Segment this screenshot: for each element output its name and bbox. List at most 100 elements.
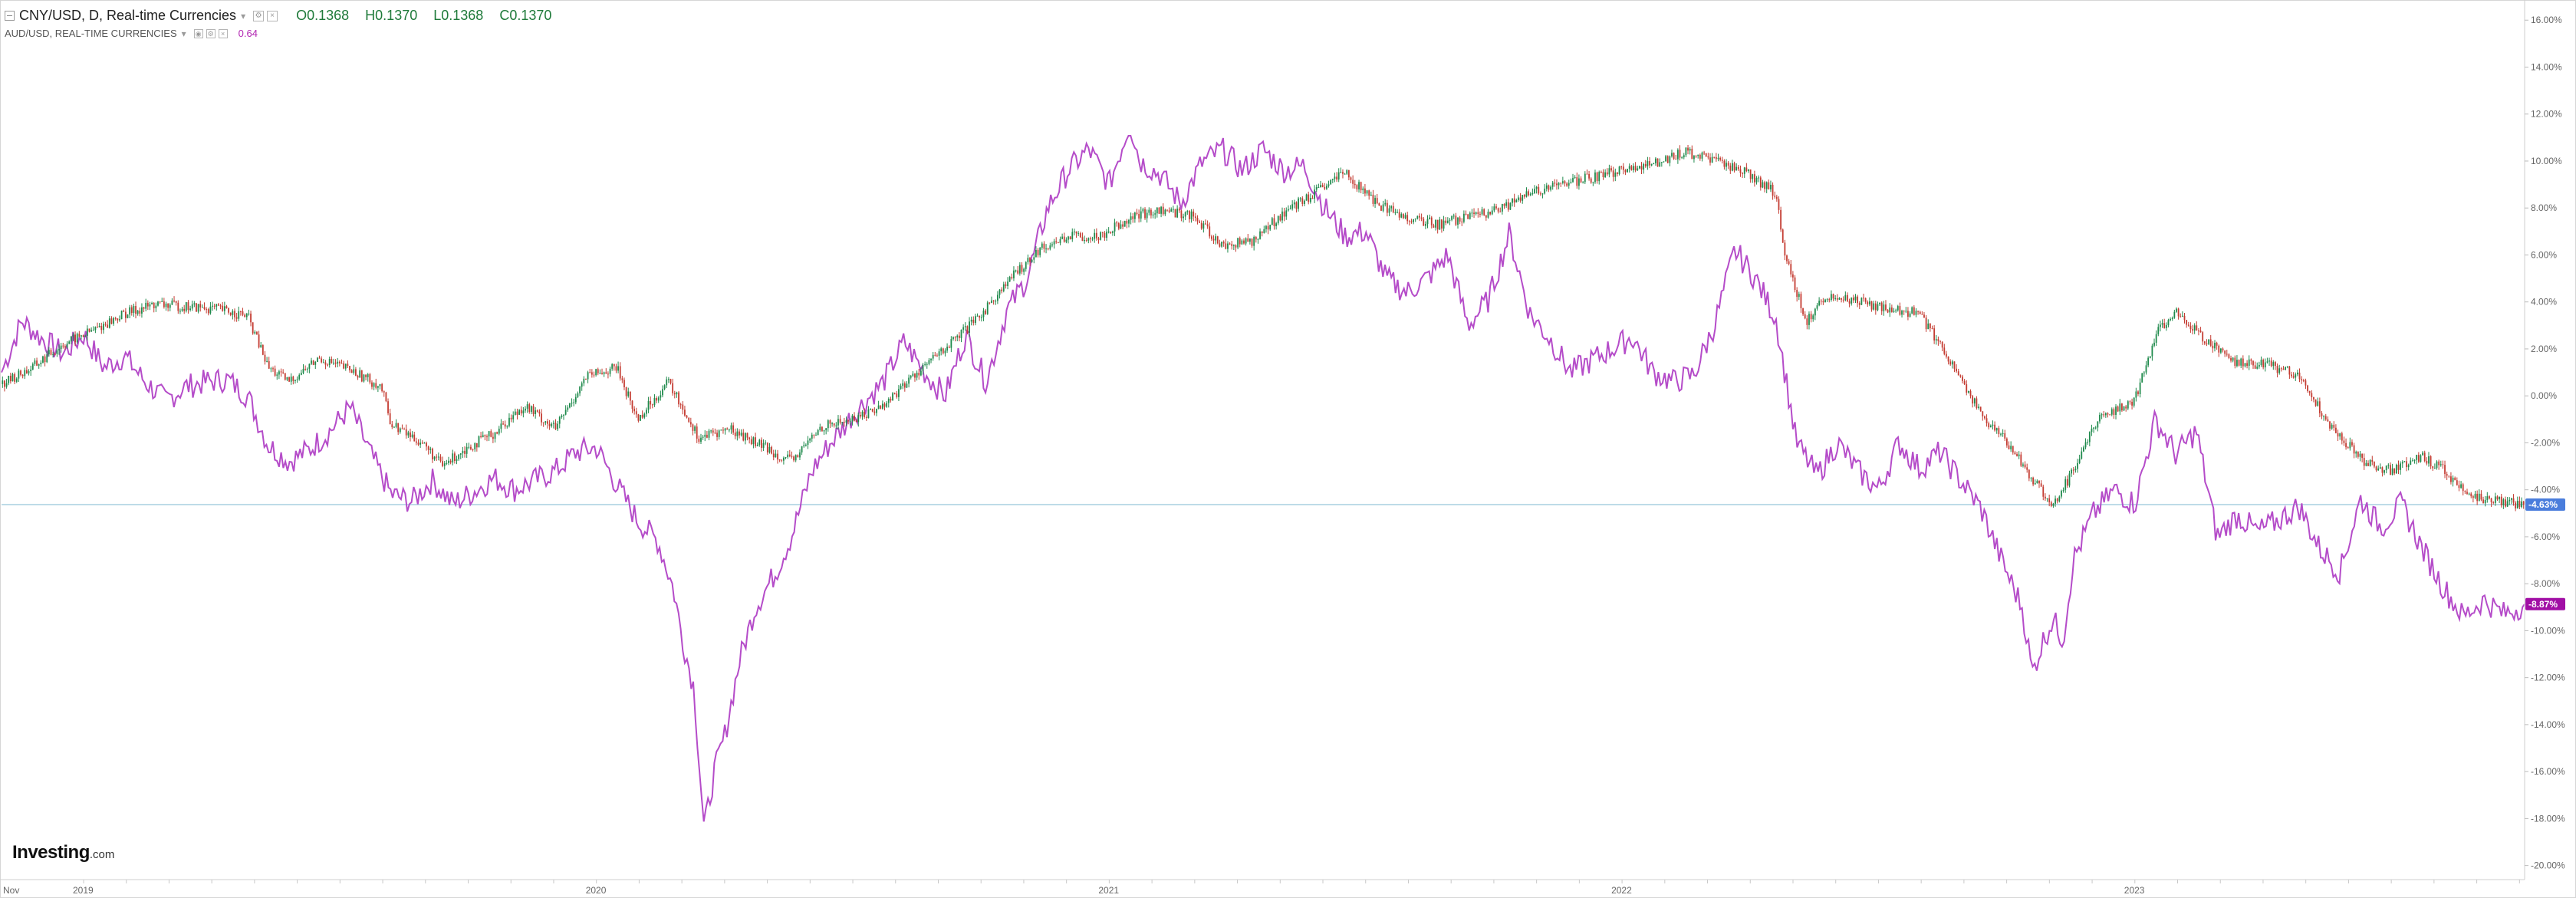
cny-candle-body <box>896 393 898 397</box>
cny-candle-body <box>189 308 191 311</box>
cny-candle-body <box>1257 238 1259 240</box>
cny-candle-body <box>1394 212 1397 213</box>
cny-candle-body <box>443 463 446 466</box>
collapse-legend-button[interactable] <box>5 11 15 21</box>
settings-icon[interactable]: ⚙ <box>206 28 215 38</box>
cny-candle-body <box>864 411 866 417</box>
cny-candle-body <box>1919 311 1921 314</box>
cny-candle-body <box>2176 308 2177 312</box>
cny-candle-body <box>36 360 38 366</box>
cny-candle-body <box>873 411 876 413</box>
cny-candle-body <box>2088 432 2091 442</box>
cny-candle-body <box>1592 182 1594 183</box>
cny-candle-body <box>2349 442 2351 449</box>
cny-candle-body <box>920 370 922 376</box>
cny-candle-body <box>1814 308 1816 316</box>
eye-icon[interactable]: ◉ <box>193 28 203 38</box>
cny-candle-body <box>809 438 811 441</box>
cny-candle-body <box>1140 211 1142 219</box>
cny-candle-body <box>245 314 248 317</box>
cny-candle-body <box>1261 231 1263 233</box>
cny-candle-body <box>637 414 640 421</box>
cny-candle-body <box>1604 172 1607 177</box>
cny-candle-body <box>799 452 801 458</box>
cny-candle-body <box>756 445 758 446</box>
cny-candle-body <box>2509 499 2511 502</box>
cny-candle-body <box>902 383 904 387</box>
cny-candle-body <box>932 354 934 359</box>
cny-candle-body <box>2377 468 2380 471</box>
cny-candle-body <box>2036 480 2038 483</box>
cny-candle-body <box>518 410 521 415</box>
cny-candle-body <box>389 413 391 425</box>
cny-candle-body <box>8 375 10 383</box>
cny-candle-body <box>157 301 159 306</box>
cny-candle-body <box>2407 465 2410 468</box>
cny-candle-body <box>472 449 474 450</box>
cny-candle-body <box>2335 427 2337 433</box>
cny-candle-body <box>728 429 730 431</box>
cny-candle-body <box>962 327 965 330</box>
cny-candle-body <box>823 430 825 432</box>
cny-candle-body <box>2384 470 2385 473</box>
cny-candle-body <box>2521 501 2522 508</box>
cny-candle-body <box>775 453 777 458</box>
cny-candle-body <box>698 439 700 442</box>
cny-candle-body <box>1529 193 1531 196</box>
cny-candle-body <box>593 374 595 376</box>
close-icon[interactable]: × <box>218 28 228 38</box>
cny-candle-body <box>876 409 877 413</box>
cny-candle-body <box>950 339 952 348</box>
chevron-down-icon[interactable]: ▾ <box>181 28 186 39</box>
cny-candle-body <box>344 363 347 369</box>
cny-candle-body <box>1869 301 1870 304</box>
cny-candle-body <box>771 446 773 454</box>
cny-candle-body <box>1079 233 1081 238</box>
close-icon[interactable]: × <box>267 10 278 21</box>
cny-candle-body <box>30 369 32 371</box>
cny-candle-body <box>2522 501 2525 505</box>
cny-candle-body <box>583 378 585 383</box>
cny-candle-body <box>2046 498 2048 499</box>
cny-candle-body <box>1069 236 1071 239</box>
cny-candle-body <box>62 345 64 347</box>
cny-candle-body <box>1352 179 1354 184</box>
cny-candle-body <box>857 415 860 423</box>
cny-candle-body <box>397 423 400 433</box>
cny-candle-body <box>1617 173 1618 174</box>
cny-candle-body <box>1186 211 1189 212</box>
cny-candle-body <box>2260 360 2262 366</box>
cny-candle-body <box>72 334 74 337</box>
cny-candle-body <box>2448 475 2450 477</box>
cny-candle-body <box>908 377 910 384</box>
cny-candle-body <box>1735 166 1738 171</box>
cny-candle-body <box>21 374 24 377</box>
cny-candle-body <box>605 372 607 374</box>
cny-candle-body <box>1838 298 1841 300</box>
cny-candle-body <box>426 442 427 447</box>
cny-candle-body <box>587 372 589 380</box>
cny-candle-body <box>2347 447 2349 449</box>
cny-candle-body <box>2452 477 2454 482</box>
cny-candle-body <box>1324 186 1326 189</box>
cny-candle-body <box>2203 341 2206 344</box>
cny-candle-body <box>1602 172 1604 177</box>
cny-candle-body <box>1834 298 1837 300</box>
cny-candle-body <box>1643 163 1645 170</box>
cny-candle-body <box>331 359 333 363</box>
cny-candle-body <box>2129 401 2131 403</box>
chevron-down-icon[interactable]: ▾ <box>241 10 246 21</box>
cny-candle-body <box>1047 248 1049 250</box>
cny-candle-body <box>1446 220 1449 223</box>
cny-candle-body <box>996 294 998 301</box>
cny-candle-body <box>1681 157 1683 159</box>
cny-candle-body <box>1858 303 1860 305</box>
cny-candle-body <box>1826 299 1828 301</box>
cny-candle-body <box>2357 452 2359 457</box>
cny-candle-body <box>324 362 327 365</box>
price-tick-label: 12.00% <box>2531 109 2562 120</box>
settings-icon[interactable]: ⚙ <box>253 10 265 21</box>
cny-candle-body <box>2127 401 2129 409</box>
cny-candle-body <box>288 377 290 382</box>
